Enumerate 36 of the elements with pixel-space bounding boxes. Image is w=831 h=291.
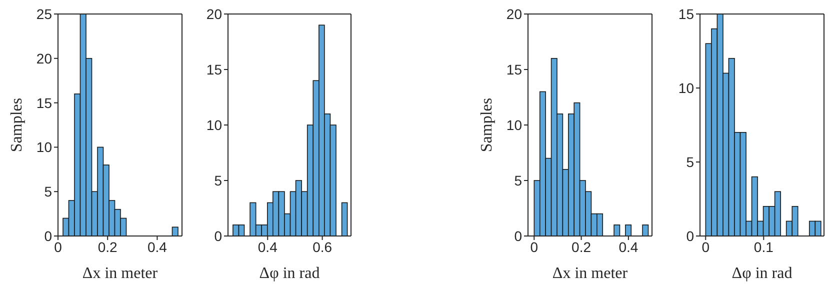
x-axis-title: Δφ in rad	[259, 265, 320, 282]
x-tick-label: 0.4	[147, 238, 168, 255]
y-tick-label: 5	[214, 172, 222, 188]
y-axis-title: Samples	[8, 98, 26, 152]
x-tick-label: 0.6	[312, 238, 332, 255]
x-axis-title: Δx in meter	[552, 265, 628, 282]
y-tick-label: 5	[514, 172, 522, 188]
x-tick-label: 0	[530, 238, 538, 255]
x-tick-label: 0	[702, 238, 710, 255]
y-tick-label: 15	[678, 6, 694, 22]
x-tick-label: 0.2	[572, 238, 592, 255]
y-tick-label: 10	[206, 116, 222, 133]
y-tick-label: 10	[36, 139, 52, 156]
y-tick-label: 10	[506, 116, 522, 133]
y-tick-label: 15	[506, 61, 522, 78]
y-tick-label: 0	[214, 228, 222, 244]
y-tick-label: 15	[36, 94, 52, 111]
y-tick-label: 5	[44, 184, 52, 200]
x-axis-title: Δx in meter	[82, 265, 158, 282]
x-tick-label: 0	[54, 238, 62, 255]
y-tick-label: 0	[514, 228, 522, 244]
x-tick-label: 0.2	[98, 238, 118, 255]
x-axis-title: Δφ in rad	[732, 265, 792, 282]
y-tick-label: 0	[686, 228, 694, 244]
y-tick-label: 20	[206, 6, 222, 22]
y-tick-label: 0	[44, 228, 52, 244]
y-axis-title: Samples	[478, 98, 496, 152]
y-tick-label: 25	[36, 6, 52, 22]
y-tick-label: 5	[686, 154, 694, 170]
y-tick-label: 15	[206, 61, 222, 78]
y-tick-label: 20	[36, 50, 52, 66]
x-tick-label: 0.4	[618, 238, 638, 255]
x-tick-label: 0.4	[258, 238, 278, 255]
y-tick-label: 10	[678, 80, 694, 96]
x-tick-label: 0.1	[754, 238, 774, 255]
y-tick-label: 20	[506, 6, 522, 22]
